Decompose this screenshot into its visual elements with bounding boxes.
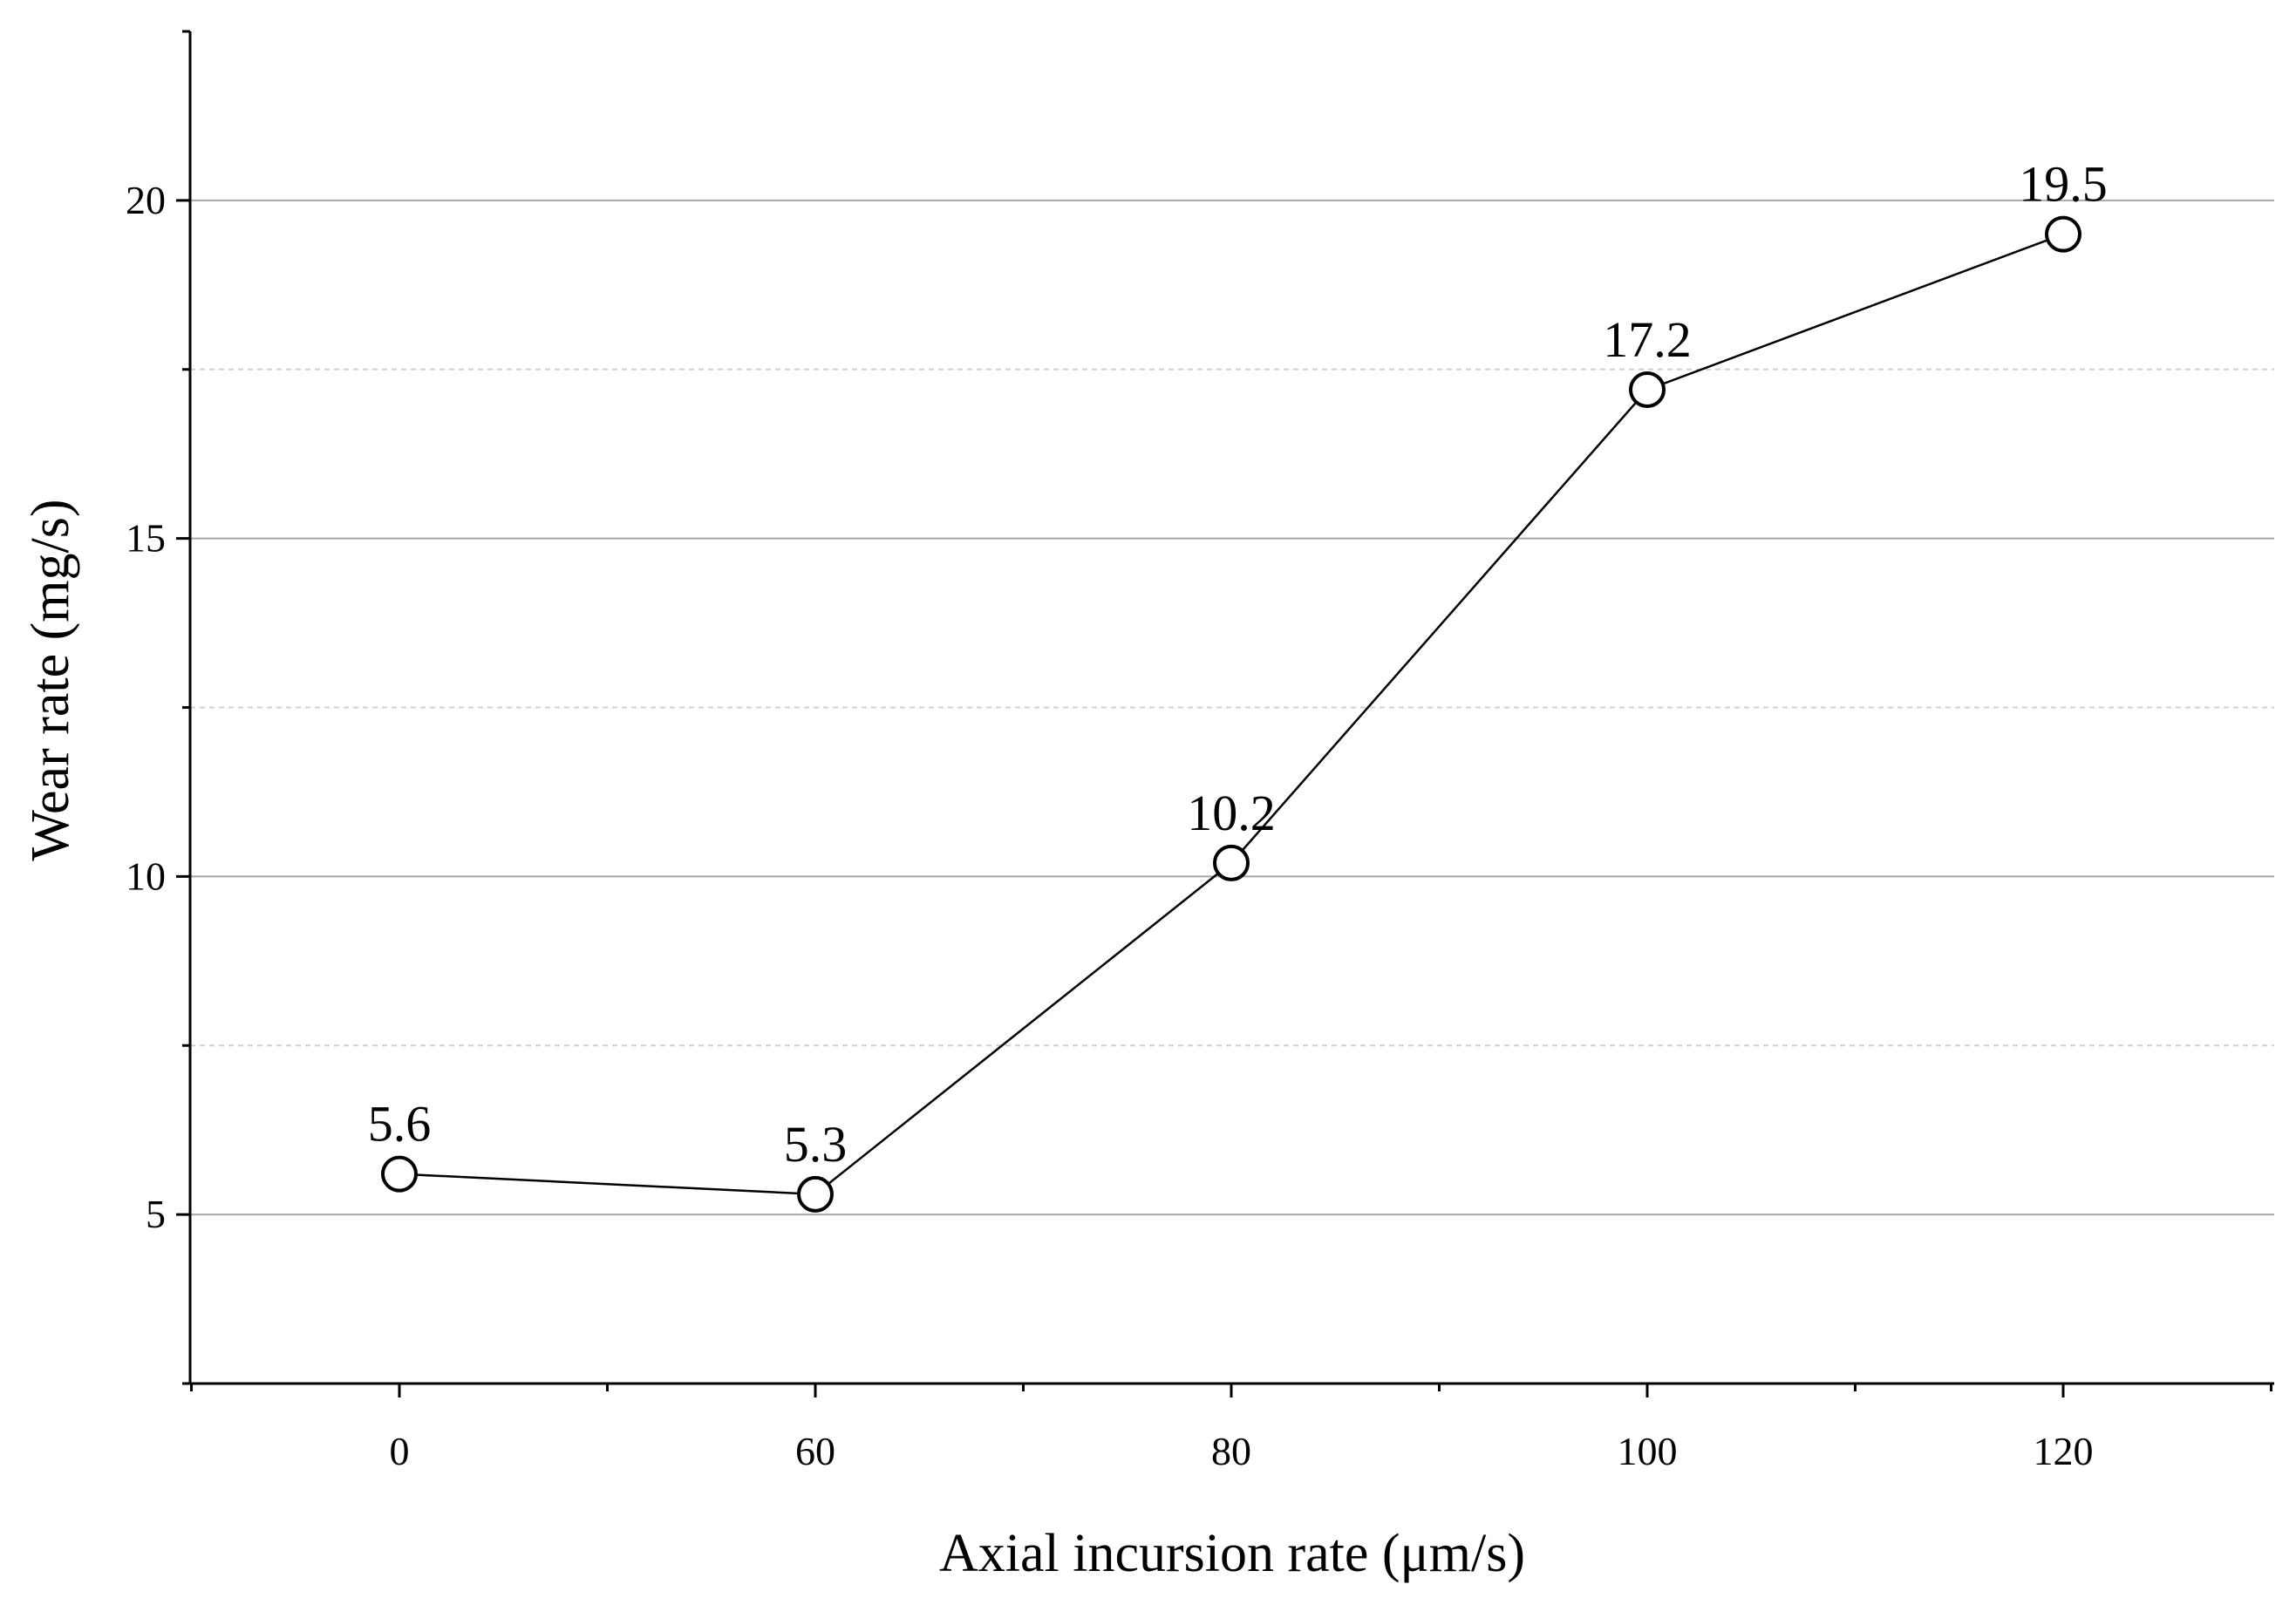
labels-layer: 5.6 5.3 10.2 17.2 19.5 (368, 156, 2108, 1173)
x-tick-label-80: 80 (1211, 1429, 1251, 1473)
data-label-80: 10.2 (1187, 785, 1276, 841)
y-axis-title: Wear rate (mg/s) (21, 499, 80, 860)
y-tick-label-10: 10 (126, 853, 166, 898)
x-tick-label-100: 100 (1618, 1429, 1678, 1473)
data-point-120 (2045, 215, 2081, 253)
data-point-100 (1629, 371, 1666, 409)
data-point-60 (797, 1175, 834, 1213)
y-tick-label-5: 5 (146, 1192, 166, 1236)
x-tick-label-60: 60 (795, 1429, 835, 1473)
data-label-0: 5.6 (368, 1096, 432, 1153)
x-tick-label-120: 120 (2034, 1429, 2094, 1473)
ticks-layer: 5 10 15 20 0 60 80 100 120 (126, 30, 2272, 1473)
y-tick-label-15: 15 (126, 516, 166, 561)
series-layer (381, 215, 2081, 1213)
data-label-60: 5.3 (784, 1116, 848, 1173)
data-point-80 (1213, 844, 1250, 881)
data-point-0 (381, 1155, 418, 1193)
data-label-120: 19.5 (2019, 156, 2108, 213)
y-tick-label-20: 20 (126, 178, 166, 222)
x-tick-label-0: 0 (390, 1429, 410, 1473)
data-label-100: 17.2 (1603, 311, 1692, 368)
x-axis-title: Axial incursion rate (μm/s) (939, 1524, 1525, 1583)
